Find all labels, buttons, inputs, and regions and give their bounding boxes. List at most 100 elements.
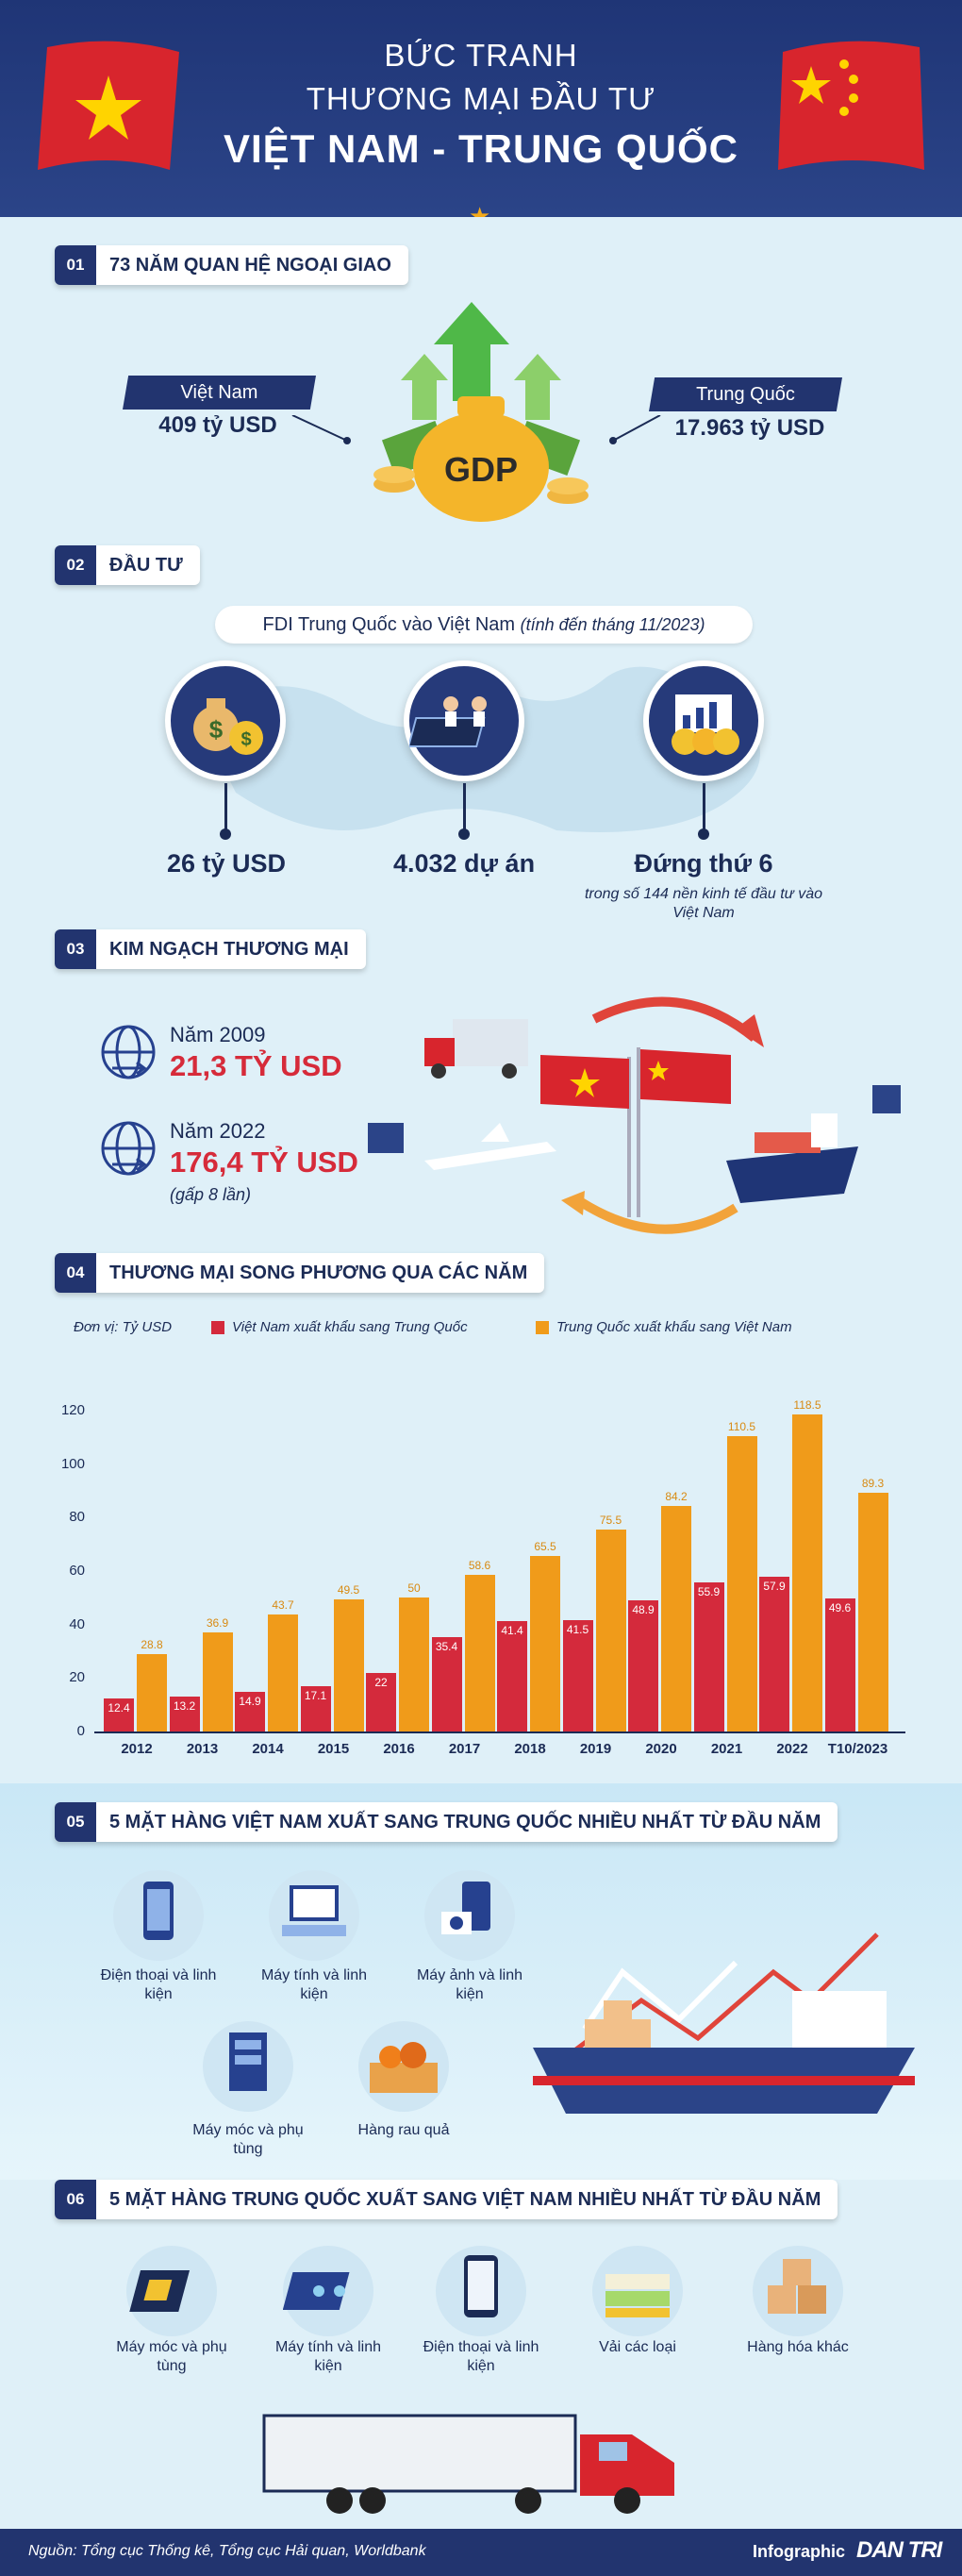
footer: Nguồn: Tổng cục Thống kê, Tổng cục Hải q… xyxy=(0,2529,962,2576)
bar-cn-export xyxy=(595,1530,626,1731)
section-title: 73 NĂM QUAN HỆ NGOẠI GIAO xyxy=(109,254,391,276)
bar-cn-export xyxy=(333,1598,364,1731)
bar-value-label: 36.9 xyxy=(206,1616,229,1631)
trade-year-2022: Năm 2022 xyxy=(170,1119,266,1143)
connector xyxy=(224,783,227,832)
fdi-rank: Đứng thứ 6 xyxy=(634,849,773,878)
smartphone-icon xyxy=(436,2246,526,2336)
bar-cn-export xyxy=(464,1574,495,1731)
star-icon: ★ xyxy=(469,202,491,217)
fdi-value: 26 tỷ USD xyxy=(166,849,287,878)
bar-value-label: 41.5 xyxy=(566,1623,589,1637)
cn-export-item: Máy tính và linh kiện xyxy=(274,2339,382,2374)
section-05-tag: 05 5 MẶT HÀNG VIỆT NAM XUẤT SANG TRUNG Q… xyxy=(55,1802,838,1842)
bar-value-label: 22 xyxy=(374,1675,388,1689)
gdp-connector-lines xyxy=(291,415,661,444)
y-tick-label: 60 xyxy=(69,1563,85,1579)
gdp-text: GDP xyxy=(444,450,518,489)
connector xyxy=(463,783,466,832)
fdi-subtitle-note: (tính đến tháng 11/2023) xyxy=(520,614,705,634)
section-title: 5 MẶT HÀNG VIỆT NAM XUẤT SANG TRUNG QUỐC… xyxy=(109,1811,821,1832)
trade-illustration xyxy=(368,996,901,1234)
y-tick-label: 40 xyxy=(69,1615,85,1632)
phone-icon xyxy=(113,1870,204,1961)
bar-value-label: 41.4 xyxy=(501,1623,523,1637)
bar-cn-export xyxy=(137,1654,167,1731)
bar-value-label: 110.5 xyxy=(727,1419,756,1433)
bar-cn-export xyxy=(268,1614,298,1731)
bar-value-label: 57.9 xyxy=(763,1579,786,1593)
truck-icon xyxy=(262,2414,674,2514)
x-tick-label: 2019 xyxy=(579,1741,612,1757)
legend-orange-label: Trung Quốc xuất khẩu sang Việt Nam xyxy=(556,1319,792,1335)
section-title: KIM NGẠCH THƯƠNG MẠI xyxy=(109,938,349,960)
bar-value-label: 49.5 xyxy=(337,1582,360,1597)
bilateral-trade-chart: 0 20 40 60 80 100 120 12.4 28.8 2012 13.2 36.9 2013 1… xyxy=(0,1359,962,1774)
bar-value-label: 35.4 xyxy=(435,1639,458,1653)
bar-cn-export xyxy=(792,1414,822,1731)
section-number: 03 xyxy=(55,929,96,969)
section-title: 5 MẶT HÀNG TRUNG QUỐC XUẤT SANG VIỆT NAM… xyxy=(109,2188,821,2210)
x-tick-label: 2022 xyxy=(776,1741,808,1757)
bar-cn-export xyxy=(661,1506,691,1731)
x-tick-label: 2015 xyxy=(317,1741,350,1757)
vn-export-item: Điện thoại và linh kiện xyxy=(100,1967,217,2002)
chart-unit: Đơn vị: Tỷ USD xyxy=(74,1319,173,1335)
brand-prefix: Infographic xyxy=(753,2542,845,2561)
cargo-ship-icon xyxy=(533,1932,915,2114)
project-workers-circle-icon xyxy=(404,661,524,781)
bar-vn-export xyxy=(759,1576,789,1731)
section-number: 01 xyxy=(55,245,96,285)
money-bag-circle-icon: $ $ xyxy=(165,661,286,781)
bar-value-label: 28.8 xyxy=(141,1638,163,1652)
bar-value-label: 89.3 xyxy=(861,1476,885,1490)
bar-vn-export xyxy=(562,1620,593,1731)
bar-value-label: 50 xyxy=(407,1581,421,1596)
trade-year-2009: Năm 2009 xyxy=(170,1023,266,1046)
bar-value-label: 43.7 xyxy=(272,1598,294,1613)
x-tick-label: 2021 xyxy=(710,1741,743,1757)
section-04-tag: 04 THƯƠNG MẠI SONG PHƯƠNG QUA CÁC NĂM xyxy=(55,1253,545,1293)
header-main-title: VIỆT NAM - TRUNG QUỐC xyxy=(224,126,738,171)
section-title: ĐẦU TƯ xyxy=(109,554,183,576)
section-03-tag: 03 KIM NGẠCH THƯƠNG MẠI xyxy=(55,929,366,969)
bar-vn-export xyxy=(366,1672,396,1731)
connector-dot xyxy=(220,828,231,840)
x-tick-label: 2018 xyxy=(514,1741,546,1757)
fabric-rolls-icon xyxy=(592,2246,683,2336)
bar-value-label: 84.2 xyxy=(665,1490,688,1504)
fdi-subtitle-box: FDI Trung Quốc vào Việt Nam (tính đến th… xyxy=(215,606,753,644)
bar-value-label: 65.5 xyxy=(534,1540,556,1554)
y-tick-label: 20 xyxy=(69,1669,85,1686)
bar-vn-export xyxy=(693,1581,724,1731)
section-number: 04 xyxy=(55,1253,96,1293)
bar-value-label: 12.4 xyxy=(108,1700,130,1715)
bar-value-label: 55.9 xyxy=(697,1584,721,1598)
x-tick-label: 2013 xyxy=(186,1741,219,1757)
china-gdp-value: 17.963 tỷ USD xyxy=(674,415,825,441)
header-pre-title-2: THƯƠNG MẠI ĐẦU TƯ xyxy=(306,81,656,116)
bar-cn-export xyxy=(530,1556,560,1731)
y-tick-label: 100 xyxy=(60,1455,85,1472)
bar-value-label: 17.1 xyxy=(304,1688,327,1702)
x-tick-label: 2014 xyxy=(252,1741,284,1757)
trade-growth-note: (gấp 8 lần) xyxy=(170,1185,252,1204)
vn-export-item: Hàng rau quả xyxy=(357,2122,450,2138)
section-01-tag: 01 73 NĂM QUAN HỆ NGOẠI GIAO xyxy=(55,245,408,285)
bar-cn-export xyxy=(726,1435,757,1731)
legend-orange-swatch xyxy=(536,1321,549,1334)
bar-vn-export xyxy=(431,1636,462,1731)
x-tick-label: 2016 xyxy=(383,1741,415,1757)
connector xyxy=(703,783,705,832)
bar-vn-export xyxy=(497,1620,527,1731)
trade-value-2022: 176,4 TỶ USD xyxy=(170,1146,358,1179)
vietnam-flag-icon xyxy=(38,41,179,170)
vn-export-item: Máy ảnh và linh kiện xyxy=(416,1967,523,2002)
coins-chart-circle-icon xyxy=(643,661,764,781)
cn-export-item: Hàng hóa khác xyxy=(747,2339,849,2355)
x-tick-label: 2017 xyxy=(448,1741,481,1757)
fdi-subtitle: FDI Trung Quốc vào Việt Nam xyxy=(262,613,516,635)
section-06-tag: 06 5 MẶT HÀNG TRUNG QUỐC XUẤT SANG VIỆT … xyxy=(55,2180,838,2219)
connector-dot xyxy=(458,828,470,840)
vn-export-item: Máy tính và linh kiện xyxy=(260,1967,368,2002)
